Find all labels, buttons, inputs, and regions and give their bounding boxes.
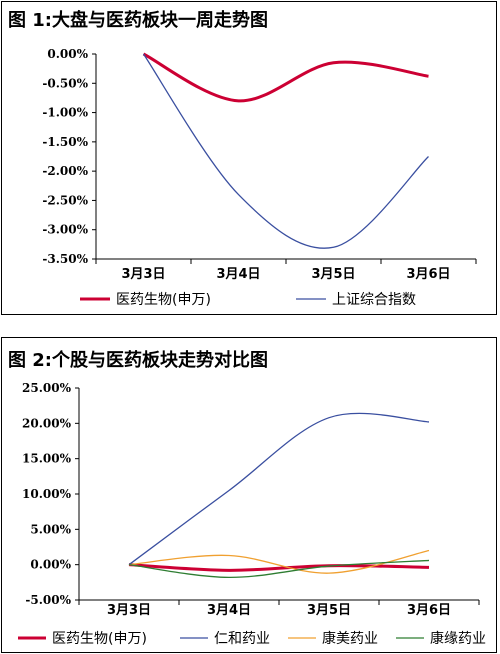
chart-1-y-tick-label: -3.50% (42, 252, 88, 266)
chart-1-y-tick-label: -2.00% (42, 164, 88, 178)
chart-1-x-tick-label: 3月6日 (406, 267, 450, 282)
chart-1-y-tick-label: -1.50% (42, 135, 88, 149)
chart-2-legend-label: 仁和药业 (214, 631, 270, 647)
chart-1-y-tick-label: -0.50% (42, 76, 88, 90)
chart-1-title: 图 1:大盘与医药板块一周走势图 (8, 10, 268, 31)
chart-1-x-tick-label: 3月3日 (121, 267, 165, 282)
chart-1-y-tick-label: -1.00% (42, 106, 88, 120)
chart-2-x-tick-label: 3月3日 (107, 603, 151, 618)
chart-panel-1: 图 1:大盘与医药板块一周走势图 0.00% -0.50% -1.00% -1.50%… (1, 1, 497, 315)
chart-1-series-line (142, 52, 429, 103)
chart-2-x-tick-label: 3月6日 (407, 603, 451, 618)
chart-2-legend-label: 医药生物(申万) (52, 631, 147, 647)
chart-2-x-tick-label: 3月4日 (207, 603, 251, 618)
chart-2-y-tick-label: 25.00% (22, 381, 72, 395)
chart-1-x-tick-label: 3月5日 (311, 267, 355, 282)
chart-2-y-tick-label: 15.00% (22, 452, 72, 466)
chart-2-svg: 25.00% 20.00% 15.00% 10.00% 5.00% 0.00% -5.00%… (18, 381, 486, 647)
chart-2-title: 图 2:个股与医药板块走势对比图 (8, 350, 268, 371)
chart-2-y-tick-label: 20.00% (22, 416, 72, 430)
chart-panel-2: 图 2:个股与医药板块走势对比图 25.00% 20.00% 15.00% 10.00… (1, 337, 497, 653)
chart-1-legend-label: 上证综合指数 (332, 292, 416, 308)
chart-1-series-line (142, 53, 429, 249)
chart-2-series-line (128, 559, 430, 579)
chart-2-legend-label: 康缘药业 (430, 630, 486, 647)
chart-1-svg: 0.00% -0.50% -1.00% -1.50% -2.00% -2.50% -3.00… (42, 47, 477, 308)
chart-2-legend-label: 康美药业 (322, 630, 378, 647)
chart-1-y-tick-label: -3.00% (42, 223, 88, 237)
chart-2-y-tick-label: -5.00% (25, 593, 71, 607)
chart-2-y-tick-label: 5.00% (30, 522, 71, 536)
chart-1-x-tick-label: 3月4日 (216, 267, 260, 282)
chart-1-y-tick-label: 0.00% (47, 47, 88, 61)
chart-2-series-line (128, 549, 430, 574)
chart-2-y-tick-label: 0.00% (30, 558, 71, 572)
chart-2-x-tick-label: 3月5日 (307, 603, 351, 618)
chart-1-legend-label: 医药生物(申万) (116, 292, 211, 308)
chart-2-series-line (128, 563, 430, 572)
chart-2-y-tick-label: 10.00% (22, 487, 72, 501)
chart-2-series-line (128, 412, 430, 566)
chart-1-y-tick-label: -2.50% (42, 193, 88, 207)
